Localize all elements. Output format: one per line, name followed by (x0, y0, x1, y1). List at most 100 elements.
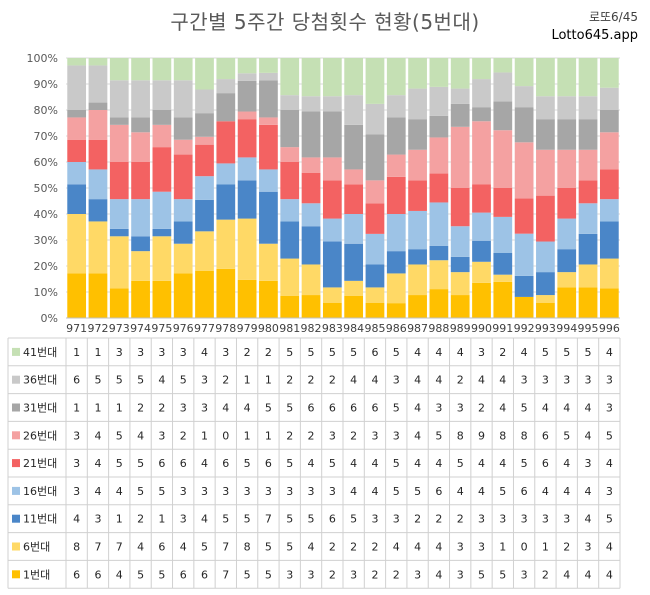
bar-segment (386, 273, 406, 304)
bar-segment (67, 162, 87, 185)
bar-segment (152, 80, 172, 110)
data-label: 4 (94, 457, 101, 470)
bar-segment (216, 93, 236, 122)
bar-segment (365, 134, 385, 181)
bar-segment (578, 96, 598, 120)
data-label: 4 (585, 429, 592, 442)
bar-segment (195, 144, 214, 177)
data-label: 4 (435, 568, 442, 581)
bar-segment (67, 110, 87, 118)
data-label: 2 (393, 568, 400, 581)
bar-segment (344, 184, 364, 214)
data-label: 5 (308, 513, 315, 526)
series-label: 26번대 (23, 429, 57, 442)
data-label: 1 (116, 513, 123, 526)
bar-segment (195, 136, 214, 145)
data-label: 3 (201, 402, 208, 415)
data-label: 3 (371, 429, 378, 442)
bar-segment (301, 157, 321, 173)
data-label: 3 (478, 346, 485, 359)
bar-segment (237, 58, 257, 74)
data-label: 3 (180, 513, 187, 526)
data-label: 4 (457, 346, 464, 359)
data-label: 4 (435, 346, 442, 359)
data-label: 6 (329, 513, 336, 526)
data-label: 5 (286, 402, 293, 415)
data-label: 4 (244, 402, 251, 415)
data-label: 3 (350, 568, 357, 581)
bar-segment (408, 249, 427, 265)
bar-segment (173, 58, 193, 81)
bar-segment (472, 58, 491, 80)
data-label: 4 (350, 457, 357, 470)
data-label: 1 (116, 402, 123, 415)
legend-swatch (12, 403, 20, 412)
bar-segment (322, 96, 342, 112)
data-label: 6 (158, 541, 165, 554)
data-label: 1 (73, 402, 80, 415)
x-tick-label: 972 (87, 322, 108, 335)
bar-segment (322, 302, 342, 318)
data-label: 3 (606, 485, 613, 498)
data-label: 3 (542, 374, 549, 387)
y-tick-label: 10% (34, 286, 58, 299)
bar-segment (216, 219, 236, 269)
bar-segment (450, 295, 470, 318)
bar-segment (386, 251, 406, 274)
data-label: 3 (180, 485, 187, 498)
data-label: 3 (222, 485, 229, 498)
legend-swatch (12, 347, 20, 356)
bar-segment (450, 226, 470, 257)
data-label: 3 (244, 485, 251, 498)
data-label: 5 (393, 457, 400, 470)
data-label: 5 (393, 346, 400, 359)
bar-segment (195, 199, 214, 232)
bar-segment (173, 80, 193, 118)
data-label: 8 (499, 429, 506, 442)
data-label: 6 (350, 402, 357, 415)
data-label: 4 (116, 568, 123, 581)
bar-segment (88, 199, 108, 222)
data-label: 4 (563, 485, 570, 498)
data-label: 3 (371, 513, 378, 526)
data-label: 4 (201, 346, 208, 359)
data-label: 1 (244, 374, 251, 387)
bar-segment (67, 58, 87, 66)
bar-segment (131, 280, 150, 318)
y-tick-label: 30% (34, 234, 58, 247)
data-label: 4 (137, 541, 144, 554)
y-tick-label: 50% (34, 182, 58, 195)
data-label: 6 (435, 485, 442, 498)
data-label: 7 (94, 541, 101, 554)
bar-segment (195, 58, 214, 90)
data-label: 5 (116, 429, 123, 442)
data-label: 7 (265, 513, 272, 526)
bar-segment (578, 203, 598, 234)
data-label: 3 (585, 541, 592, 554)
bar-segment (514, 142, 534, 199)
data-label: 2 (329, 568, 336, 581)
bar-segment (557, 188, 577, 219)
bar-segment (557, 272, 577, 288)
data-label: 6 (265, 457, 272, 470)
data-label: 4 (478, 374, 485, 387)
x-tick-label: 971 (66, 322, 87, 335)
bar-segment (173, 243, 193, 274)
bar-segment (173, 273, 193, 318)
bar-segment (514, 296, 534, 318)
data-label: 4 (542, 402, 549, 415)
bar-segment (514, 198, 534, 234)
x-tick-label: 977 (194, 322, 215, 335)
data-label: 7 (222, 541, 229, 554)
bar-segment (259, 280, 278, 318)
x-tick-label: 985 (364, 322, 385, 335)
data-label: 4 (585, 402, 592, 415)
data-label: 3 (414, 568, 421, 581)
data-label: 4 (606, 541, 613, 554)
data-label: 1 (499, 541, 506, 554)
bar-segment (578, 233, 598, 265)
bar-segment (578, 180, 598, 204)
data-label: 3 (73, 485, 80, 498)
bar-segment (599, 87, 619, 110)
data-label: 2 (180, 429, 187, 442)
